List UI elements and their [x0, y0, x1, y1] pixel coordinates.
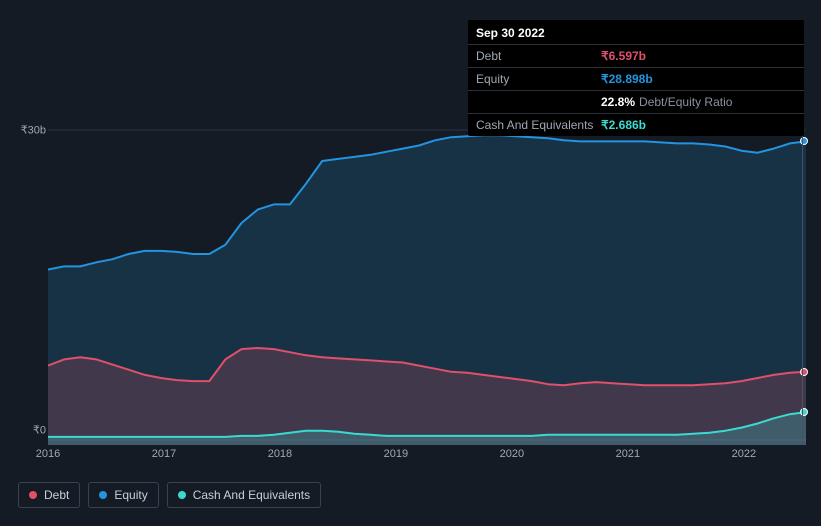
x-axis: 2016201720182019202020212022 [48, 448, 806, 468]
legend-item[interactable]: Debt [18, 482, 80, 508]
tooltip-panel: Sep 30 2022 Debt₹6.597bEquity₹28.898b22.… [468, 20, 804, 136]
tooltip-row: 22.8%Debt/Equity Ratio [468, 91, 804, 114]
legend-label: Cash And Equivalents [193, 488, 310, 502]
tooltip-date: Sep 30 2022 [468, 20, 804, 45]
tooltip-row-label: Cash And Equivalents [476, 118, 601, 132]
y-axis-label: ₹30b [21, 124, 46, 137]
legend-dot-icon [178, 491, 186, 499]
tooltip-row-value: 22.8%Debt/Equity Ratio [601, 95, 732, 109]
tooltip-row-extra: Debt/Equity Ratio [639, 95, 732, 109]
x-axis-label: 2017 [152, 448, 176, 460]
tooltip-row-value: ₹28.898b [601, 72, 653, 86]
x-axis-label: 2022 [732, 448, 756, 460]
tooltip-row-value: ₹6.597b [601, 49, 646, 63]
series-end-marker [800, 137, 808, 145]
x-axis-label: 2018 [268, 448, 292, 460]
x-axis-label: 2019 [384, 448, 408, 460]
tooltip-row-label [476, 95, 601, 109]
legend: Debt Equity Cash And Equivalents [18, 482, 321, 508]
hover-vline [802, 125, 803, 445]
series-end-marker [800, 368, 808, 376]
legend-item[interactable]: Equity [88, 482, 158, 508]
legend-label: Debt [44, 488, 69, 502]
legend-dot-icon [29, 491, 37, 499]
tooltip-row-label: Equity [476, 72, 601, 86]
tooltip-row: Equity₹28.898b [468, 68, 804, 91]
tooltip-row-label: Debt [476, 49, 601, 63]
legend-dot-icon [99, 491, 107, 499]
tooltip-row: Cash And Equivalents₹2.686b [468, 114, 804, 136]
x-axis-label: 2020 [500, 448, 524, 460]
tooltip-row: Debt₹6.597b [468, 45, 804, 68]
tooltip-row-value: ₹2.686b [601, 118, 646, 132]
series-end-marker [800, 408, 808, 416]
chart-plot[interactable] [48, 125, 806, 445]
legend-item[interactable]: Cash And Equivalents [167, 482, 321, 508]
x-axis-label: 2016 [36, 448, 60, 460]
chart-area: ₹30b ₹0 2016 2017 2018 2019 2020 2021 2022 [18, 125, 806, 470]
y-axis-label: ₹0 [33, 424, 46, 437]
x-axis-label: 2021 [616, 448, 640, 460]
legend-label: Equity [114, 488, 147, 502]
